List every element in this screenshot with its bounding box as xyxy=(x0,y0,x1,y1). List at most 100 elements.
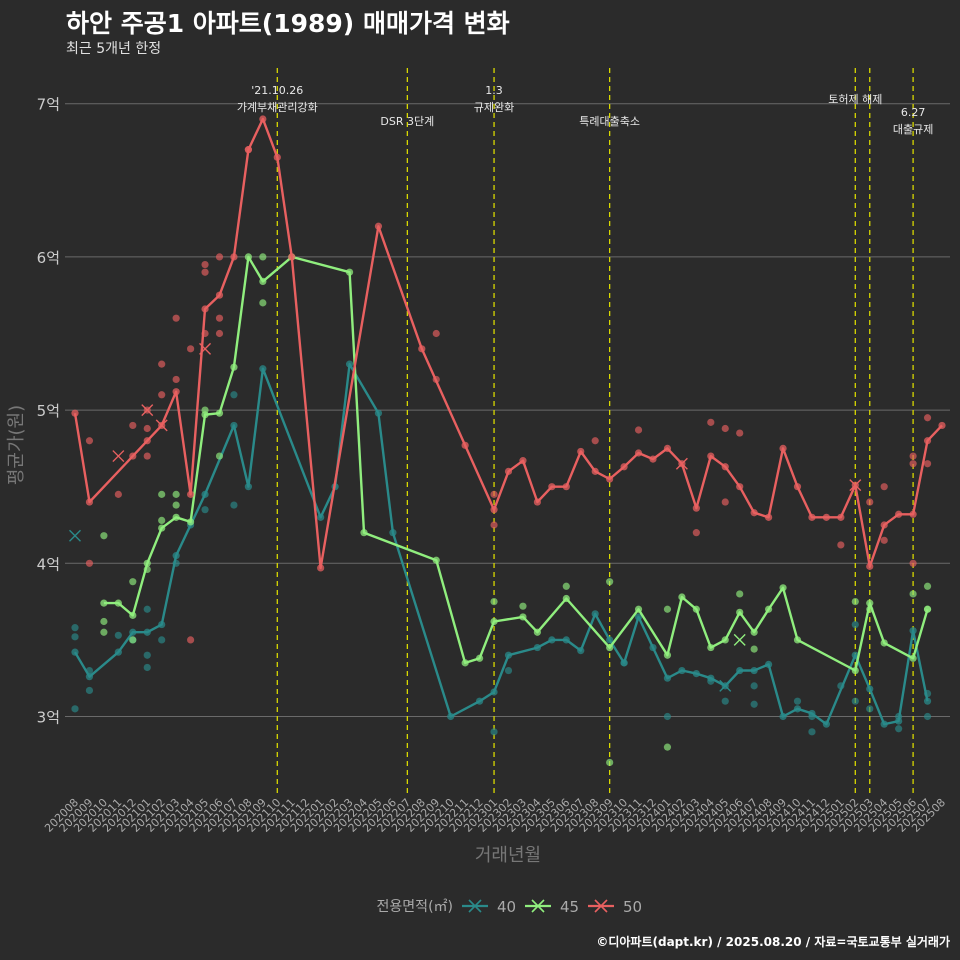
data-point xyxy=(215,329,224,338)
data-point xyxy=(736,429,744,437)
data-point xyxy=(692,529,700,537)
line-point xyxy=(71,648,79,656)
data-point xyxy=(923,460,932,468)
y-axis-label: 평균가(원) xyxy=(6,405,27,485)
line-point xyxy=(851,481,859,489)
line-point xyxy=(519,457,527,465)
line-point xyxy=(909,654,917,662)
line-point xyxy=(620,659,628,667)
line-point xyxy=(187,490,195,498)
data-point xyxy=(100,532,108,540)
data-point xyxy=(172,490,180,498)
data-point xyxy=(750,682,758,690)
grid-lines xyxy=(65,103,950,717)
data-point xyxy=(85,686,94,695)
data-point xyxy=(923,582,932,590)
annotation-label: 규제완화 xyxy=(474,101,514,114)
line-point xyxy=(172,513,180,521)
line-point xyxy=(678,593,686,601)
data-point xyxy=(143,651,151,659)
annotation-label: 가계부채관리강화 xyxy=(237,101,318,114)
line-point xyxy=(143,437,151,445)
annotation-label: '21.10.26 xyxy=(251,84,303,97)
data-point xyxy=(215,452,224,460)
line-point xyxy=(114,648,122,656)
line-point xyxy=(750,509,758,517)
line-point xyxy=(374,409,383,417)
legend-label: 45 xyxy=(560,898,579,916)
line-point xyxy=(678,460,686,468)
cross-marker xyxy=(141,404,154,417)
line-point xyxy=(562,483,570,491)
data-point xyxy=(880,536,888,544)
data-point xyxy=(851,598,859,606)
line-point xyxy=(895,510,903,518)
line-point xyxy=(230,363,238,371)
annotation-label: 대출규제 xyxy=(893,123,933,136)
data-point xyxy=(909,460,917,468)
data-point xyxy=(519,602,527,610)
data-point xyxy=(837,541,845,549)
chart-subtitle: 최근 5개년 한정 xyxy=(66,41,162,57)
line-point xyxy=(259,277,267,286)
line-point xyxy=(750,628,758,636)
line-point xyxy=(187,518,195,526)
data-point xyxy=(909,452,917,460)
data-point xyxy=(736,590,744,598)
data-point xyxy=(504,666,513,675)
line-point xyxy=(504,467,513,475)
data-point xyxy=(808,728,816,736)
data-point xyxy=(851,697,859,705)
series-line xyxy=(73,362,929,726)
line-point xyxy=(779,584,787,592)
line-point xyxy=(461,659,469,667)
data-point xyxy=(663,743,672,751)
line-point xyxy=(201,305,209,313)
data-point xyxy=(230,391,238,399)
data-point xyxy=(490,598,498,606)
line-point xyxy=(591,467,599,475)
line-point xyxy=(707,452,715,460)
y-tick-label: 5억 xyxy=(37,402,60,420)
line-point xyxy=(721,682,729,690)
line-point xyxy=(895,717,903,725)
line-point xyxy=(692,605,700,613)
line-point xyxy=(447,712,455,721)
line-point xyxy=(577,647,585,655)
line-point xyxy=(244,253,252,261)
data-point xyxy=(866,705,874,713)
data-point xyxy=(707,418,715,426)
line-point xyxy=(765,513,773,521)
line-point xyxy=(490,688,498,696)
series-layer xyxy=(69,115,946,767)
data-point xyxy=(230,501,238,509)
line-point xyxy=(577,447,585,456)
line-point xyxy=(345,360,354,368)
data-point xyxy=(187,345,195,353)
data-point xyxy=(187,636,195,644)
line-point xyxy=(909,627,917,635)
data-point xyxy=(100,628,108,636)
line-point xyxy=(634,605,643,613)
data-point xyxy=(201,260,209,269)
data-point xyxy=(201,268,209,276)
line-point xyxy=(533,643,542,652)
data-point xyxy=(201,506,209,514)
line-point xyxy=(808,513,816,521)
line-point xyxy=(158,620,166,629)
annotation-label: 토허제 해제 xyxy=(828,92,882,106)
legend-swatch-cross xyxy=(468,899,482,913)
line-point xyxy=(634,613,643,621)
line-point xyxy=(620,463,628,471)
line-point xyxy=(317,513,325,521)
data-point xyxy=(172,501,180,509)
data-point xyxy=(143,663,151,672)
data-point xyxy=(634,426,643,434)
data-point xyxy=(215,253,224,261)
data-point xyxy=(129,636,137,644)
line-point xyxy=(923,437,932,445)
line-point xyxy=(692,670,700,678)
line-point xyxy=(244,483,252,491)
line-point xyxy=(71,409,79,417)
